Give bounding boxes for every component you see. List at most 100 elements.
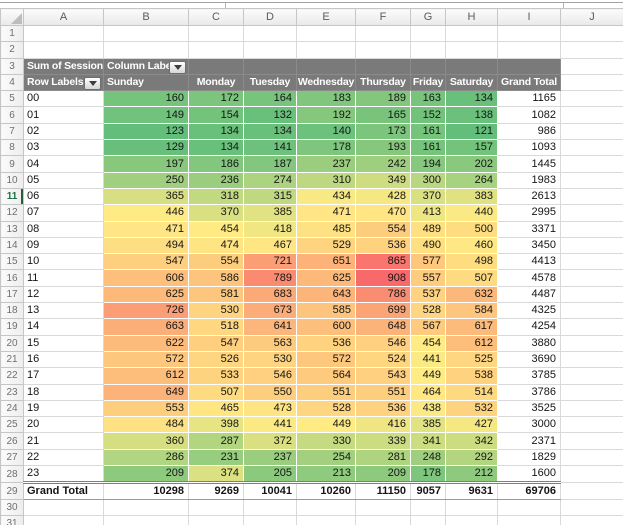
pivot-row-label[interactable]: 06 (23, 187, 104, 206)
pivot-value-cell[interactable]: 471 (296, 204, 356, 222)
pivot-value-cell[interactable]: 567 (410, 318, 446, 336)
pivot-value-cell[interactable]: 651 (296, 253, 356, 271)
empty-cell[interactable] (560, 416, 623, 434)
empty-cell[interactable] (243, 499, 297, 517)
empty-cell[interactable] (103, 41, 189, 59)
pivot-column-total[interactable]: 10298 (103, 481, 189, 501)
pivot-value-cell[interactable]: 292 (445, 448, 498, 467)
pivot-column-total[interactable]: 10260 (296, 481, 356, 501)
pivot-value-cell[interactable]: 454 (410, 334, 446, 352)
pivot-row-total[interactable]: 4487 (497, 285, 561, 304)
select-all-corner[interactable] (0, 8, 24, 26)
pivot-value-cell[interactable]: 441 (243, 416, 297, 434)
pivot-row-label[interactable]: 17 (23, 367, 104, 385)
pivot-value-cell[interactable]: 385 (410, 416, 446, 434)
pivot-value-cell[interactable]: 500 (445, 220, 498, 238)
pivot-value-cell[interactable]: 474 (188, 236, 244, 255)
pivot-value-cell[interactable]: 134 (188, 122, 244, 141)
pivot-value-cell[interactable]: 528 (296, 399, 356, 418)
pivot-row-label[interactable]: 19 (23, 399, 104, 418)
pivot-value-cell[interactable]: 141 (243, 139, 297, 157)
pivot-value-cell[interactable]: 192 (296, 106, 356, 124)
pivot-value-cell[interactable]: 385 (243, 204, 297, 222)
pivot-value-cell[interactable]: 248 (410, 448, 446, 467)
pivot-value-cell[interactable]: 673 (243, 302, 297, 320)
pivot-value-cell[interactable]: 209 (103, 465, 189, 484)
pivot-value-cell[interactable]: 546 (243, 367, 297, 385)
row-header-22[interactable]: 22 (0, 367, 24, 385)
pivot-value-cell[interactable]: 547 (103, 253, 189, 271)
row-header-31[interactable]: 31 (0, 515, 24, 525)
row-header-1[interactable]: 1 (0, 24, 24, 43)
pivot-row-total[interactable]: 4578 (497, 269, 561, 287)
pivot-value-cell[interactable]: 157 (445, 139, 498, 157)
column-header-B[interactable]: B (103, 8, 189, 26)
pivot-value-cell[interactable]: 161 (410, 139, 446, 157)
pivot-value-cell[interactable]: 237 (243, 448, 297, 467)
pivot-value-cell[interactable]: 543 (355, 367, 411, 385)
column-labels-filter-button[interactable] (169, 60, 186, 74)
pivot-column-total[interactable]: 9057 (410, 481, 446, 501)
pivot-row-total[interactable]: 3000 (497, 416, 561, 434)
pivot-grand-total-header[interactable]: Grand Total (497, 73, 561, 92)
empty-cell[interactable] (243, 24, 297, 43)
pivot-value-cell[interactable]: 205 (243, 465, 297, 484)
empty-cell[interactable] (23, 41, 104, 59)
empty-cell[interactable] (103, 24, 189, 43)
pivot-row-total[interactable]: 4254 (497, 318, 561, 336)
empty-cell[interactable] (188, 24, 244, 43)
pivot-column-total[interactable]: 9269 (188, 481, 244, 501)
pivot-column-total[interactable]: 9631 (445, 481, 498, 501)
pivot-value-cell[interactable]: 529 (296, 236, 356, 255)
pivot-value-cell[interactable]: 370 (188, 204, 244, 222)
pivot-row-label[interactable]: 05 (23, 171, 104, 189)
pivot-row-total[interactable]: 3690 (497, 350, 561, 369)
empty-cell[interactable] (355, 24, 411, 43)
empty-cell[interactable] (296, 499, 356, 517)
pivot-value-cell[interactable]: 490 (410, 236, 446, 255)
column-header-E[interactable]: E (296, 8, 356, 26)
pivot-grand-total[interactable]: 69706 (497, 481, 561, 501)
pivot-value-cell[interactable]: 530 (188, 302, 244, 320)
grand-total-row-label[interactable]: Grand Total (23, 481, 104, 501)
pivot-value-cell[interactable]: 699 (355, 302, 411, 320)
empty-cell[interactable] (445, 24, 498, 43)
pivot-title-cell[interactable]: Sum of Sessions (23, 57, 104, 75)
empty-cell[interactable] (355, 41, 411, 59)
pivot-value-cell[interactable]: 418 (243, 220, 297, 238)
pivot-value-cell[interactable]: 254 (296, 448, 356, 467)
pivot-row-label[interactable]: 03 (23, 139, 104, 157)
pivot-day-header[interactable]: Thursday (355, 73, 411, 92)
empty-cell[interactable] (560, 24, 623, 43)
pivot-row-label[interactable]: 07 (23, 204, 104, 222)
pivot-row-total[interactable]: 3450 (497, 236, 561, 255)
pivot-value-cell[interactable]: 152 (410, 106, 446, 124)
pivot-value-cell[interactable]: 154 (188, 106, 244, 124)
empty-cell[interactable] (560, 302, 623, 320)
row-header-7[interactable]: 7 (0, 122, 24, 141)
pivot-value-cell[interactable]: 428 (355, 187, 411, 206)
row-header-27[interactable]: 27 (0, 448, 24, 467)
empty-cell[interactable] (560, 499, 623, 517)
empty-cell[interactable] (560, 253, 623, 271)
pivot-value-cell[interactable]: 643 (296, 285, 356, 304)
pivot-row-label[interactable]: 14 (23, 318, 104, 336)
pivot-day-header[interactable]: Wednesday (296, 73, 356, 92)
empty-cell[interactable] (560, 383, 623, 401)
empty-cell[interactable] (560, 220, 623, 238)
empty-cell[interactable] (410, 41, 446, 59)
empty-cell[interactable] (560, 482, 623, 501)
pivot-value-cell[interactable]: 585 (296, 302, 356, 320)
pivot-row-total[interactable]: 3525 (497, 399, 561, 418)
empty-cell[interactable] (560, 171, 623, 189)
pivot-value-cell[interactable]: 524 (355, 350, 411, 369)
empty-cell[interactable] (560, 318, 623, 336)
row-header-25[interactable]: 25 (0, 416, 24, 434)
pivot-value-cell[interactable]: 721 (243, 253, 297, 271)
column-header-I[interactable]: I (497, 8, 561, 26)
pivot-row-label[interactable]: 04 (23, 155, 104, 173)
empty-cell[interactable] (560, 515, 623, 525)
pivot-value-cell[interactable]: 178 (410, 465, 446, 484)
pivot-value-cell[interactable]: 398 (188, 416, 244, 434)
pivot-value-cell[interactable]: 209 (355, 465, 411, 484)
